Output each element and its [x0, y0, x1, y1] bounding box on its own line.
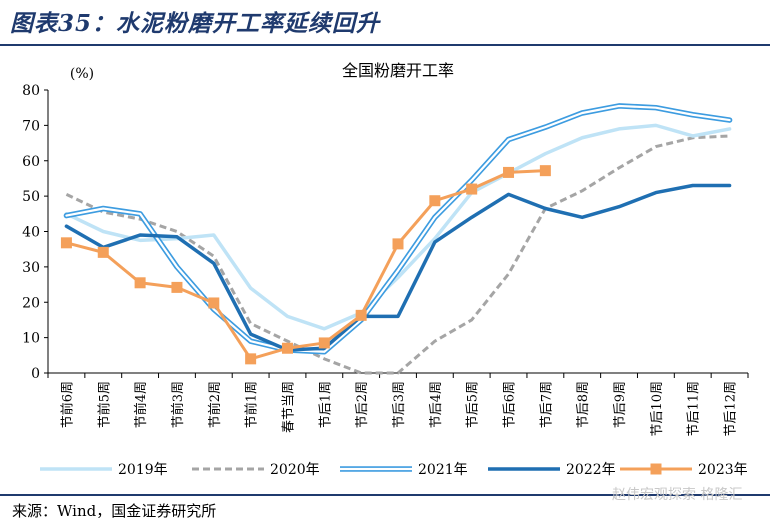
y-tick-label: 50	[22, 189, 40, 205]
series-2023-point	[171, 281, 183, 293]
y-tick-label: 80	[22, 83, 40, 99]
y-tick-label: 10	[22, 331, 40, 347]
x-tick-label: 节后3周	[392, 381, 407, 428]
y-tick-label: 40	[22, 225, 40, 241]
series-2023-point	[355, 309, 367, 321]
x-tick-label: 节前5周	[96, 381, 112, 428]
series-2023-point	[281, 342, 293, 354]
legend-2020-label: 2020年	[270, 462, 320, 478]
series-2023-point	[539, 165, 551, 177]
x-tick-label: 节后5周	[466, 381, 481, 428]
series-2023-point	[97, 246, 109, 258]
legend-2023-label: 2023年	[698, 462, 748, 478]
x-tick-label: 节前2周	[207, 381, 223, 428]
x-tick-label: 节前6周	[59, 381, 75, 428]
series-2023-point	[134, 277, 146, 289]
x-tick-label: 春节当周	[281, 381, 296, 433]
source-note: 来源：Wind，国金证券研究所	[12, 502, 217, 520]
series-2023-point	[60, 237, 72, 249]
x-tick-label: 节后12周	[724, 381, 739, 437]
series-2023-point	[392, 238, 404, 250]
legend-2023-swatch-marker	[650, 463, 662, 475]
y-tick-label: 0	[31, 366, 40, 382]
x-tick-label: 节前4周	[133, 381, 149, 428]
y-tick-label: 30	[22, 260, 40, 276]
x-tick-label: 节后4周	[429, 381, 444, 428]
series-2023-point	[503, 166, 515, 178]
x-tick-label: 节后2周	[355, 381, 370, 428]
x-tick-label: 节前1周	[244, 381, 260, 428]
title-rule	[0, 44, 770, 46]
x-tick-label: 节后1周	[318, 381, 333, 428]
figure-title: 图表35：水泥粉磨开工率延续回升	[10, 10, 381, 37]
legend-2021-label: 2021年	[418, 462, 468, 478]
x-tick-label: 节后8周	[576, 381, 591, 428]
bottom-rule	[0, 494, 770, 496]
series-2023-point	[318, 337, 330, 349]
x-tick-label: 节前3周	[170, 381, 186, 428]
series-2021-line-inner	[65, 104, 731, 353]
chart-title: 全国粉磨开工率	[342, 61, 454, 80]
series-2023-line	[64, 169, 547, 361]
legend-2022-label: 2022年	[566, 462, 616, 478]
legend-2019-label: 2019年	[118, 462, 168, 478]
x-tick-label: 节后11周	[687, 381, 702, 437]
y-tick-label: 70	[22, 118, 40, 134]
x-tick-label: 节后6周	[503, 381, 518, 428]
series-2023-point	[245, 353, 257, 365]
watermark: 赵伟宏观探索 格隆汇	[612, 487, 743, 503]
y-tick-label: 60	[22, 154, 40, 170]
series-2020-line	[65, 134, 730, 375]
x-tick-label: 节后10周	[650, 381, 665, 437]
x-tick-label: 节后9周	[613, 381, 628, 428]
series-2022-line	[64, 183, 732, 352]
x-tick-label: 节后7周	[539, 381, 554, 428]
series-2023-point	[466, 183, 478, 195]
y-tick-label: 20	[22, 295, 40, 311]
series-2023-point	[429, 195, 441, 207]
series-2023-point	[208, 297, 220, 309]
y-axis-unit: (%)	[70, 66, 94, 82]
